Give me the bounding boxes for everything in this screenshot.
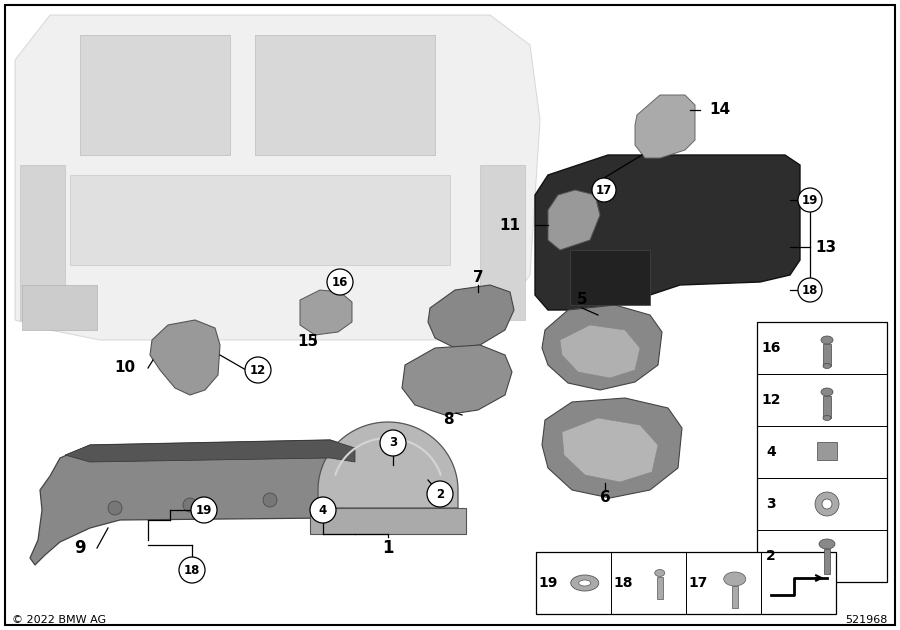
Bar [255, 35, 435, 155]
Circle shape [183, 498, 197, 512]
Circle shape [263, 493, 277, 507]
Text: 2: 2 [766, 549, 776, 563]
Bar [80, 35, 230, 155]
Bar [22, 285, 97, 330]
Ellipse shape [819, 539, 835, 549]
Text: 3: 3 [766, 497, 776, 511]
Text: 18: 18 [613, 576, 633, 590]
Bar [757, 322, 887, 582]
Polygon shape [542, 305, 662, 390]
Circle shape [327, 269, 353, 295]
Bar [570, 250, 650, 305]
Bar [823, 344, 831, 366]
Circle shape [380, 430, 406, 456]
Text: 15: 15 [297, 335, 319, 350]
Text: 18: 18 [184, 563, 200, 576]
Polygon shape [300, 290, 352, 335]
Bar [823, 396, 831, 418]
Text: 4: 4 [766, 445, 776, 459]
Bar [732, 586, 738, 608]
Ellipse shape [579, 580, 590, 586]
Ellipse shape [821, 388, 833, 396]
Text: 6: 6 [599, 491, 610, 505]
Circle shape [245, 357, 271, 383]
Text: 7: 7 [472, 270, 483, 285]
Bar [480, 165, 525, 320]
Ellipse shape [724, 572, 746, 586]
Circle shape [179, 557, 205, 583]
Polygon shape [30, 440, 368, 565]
Text: 13: 13 [815, 239, 837, 255]
Text: 11: 11 [499, 217, 520, 232]
Text: 5: 5 [577, 292, 588, 307]
Circle shape [798, 278, 822, 302]
Bar [536, 552, 836, 614]
Polygon shape [635, 95, 695, 158]
Text: 8: 8 [443, 413, 454, 428]
Text: 16: 16 [761, 341, 780, 355]
Polygon shape [15, 15, 540, 340]
Text: 19: 19 [802, 193, 818, 207]
Ellipse shape [821, 336, 833, 344]
Text: 9: 9 [74, 539, 86, 557]
Text: 17: 17 [596, 183, 612, 197]
Polygon shape [548, 190, 600, 250]
Text: 19: 19 [196, 503, 212, 517]
Bar [657, 577, 662, 599]
Text: 2: 2 [436, 488, 444, 500]
Circle shape [191, 497, 217, 523]
Text: 521968: 521968 [846, 615, 888, 625]
Text: © 2022 BMW AG: © 2022 BMW AG [12, 615, 106, 625]
Polygon shape [428, 285, 514, 348]
Bar [310, 508, 466, 534]
Text: 4: 4 [319, 503, 327, 517]
Polygon shape [402, 345, 512, 415]
Ellipse shape [823, 416, 831, 420]
Ellipse shape [655, 570, 665, 576]
Text: 12: 12 [761, 393, 781, 407]
Text: 10: 10 [114, 360, 135, 375]
Text: 12: 12 [250, 364, 266, 377]
Polygon shape [542, 398, 682, 498]
Circle shape [815, 492, 839, 516]
Polygon shape [560, 325, 640, 378]
Text: 18: 18 [802, 284, 818, 297]
Circle shape [798, 188, 822, 212]
Text: 16: 16 [332, 275, 348, 289]
Polygon shape [535, 155, 800, 310]
Text: 19: 19 [538, 576, 558, 590]
Text: 3: 3 [389, 437, 397, 449]
Circle shape [822, 499, 832, 509]
Circle shape [310, 497, 336, 523]
Text: 17: 17 [688, 576, 707, 590]
Polygon shape [318, 422, 458, 508]
Polygon shape [150, 320, 220, 395]
Ellipse shape [571, 575, 598, 591]
Bar [70, 175, 450, 265]
Text: 14: 14 [709, 103, 731, 118]
Circle shape [108, 501, 122, 515]
Circle shape [427, 481, 453, 507]
Polygon shape [562, 418, 658, 482]
Bar [20, 165, 65, 320]
Bar [824, 549, 830, 574]
Polygon shape [65, 440, 355, 462]
Ellipse shape [823, 364, 831, 369]
Circle shape [592, 178, 616, 202]
Text: 1: 1 [382, 539, 394, 557]
Bar [817, 442, 837, 460]
